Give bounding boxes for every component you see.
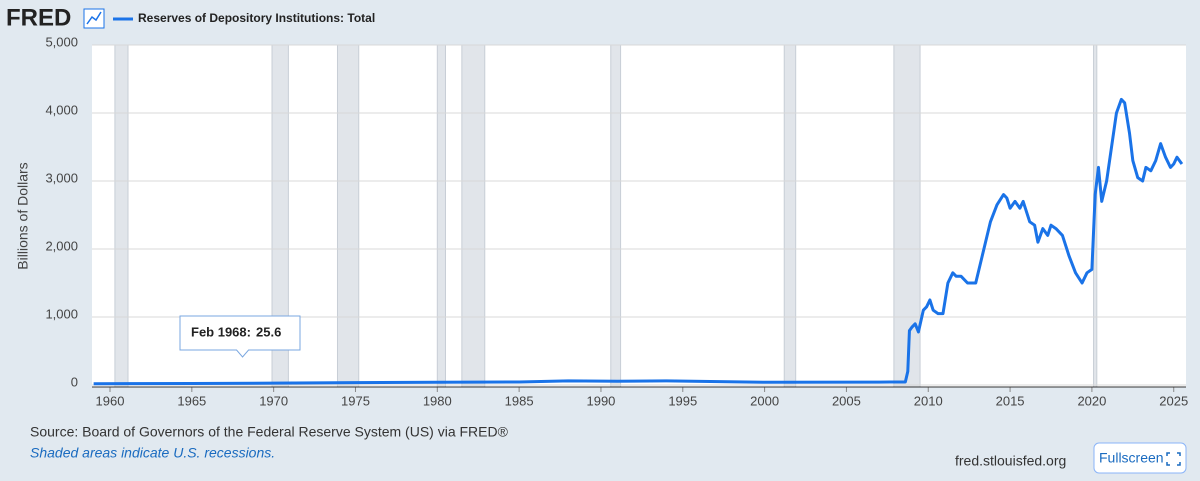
legend-label: Reserves of Depository Institutions: Tot… [138, 11, 375, 25]
x-tick-label: 1995 [668, 393, 697, 408]
x-tick-label: 1985 [505, 393, 534, 408]
logo: FRED [6, 4, 71, 31]
y-tick-label: 2,000 [45, 238, 78, 253]
x-tick-label: 2000 [750, 393, 779, 408]
x-tick-label: 1970 [259, 393, 288, 408]
recession-band [893, 44, 921, 388]
x-tick-label: 1980 [423, 393, 452, 408]
tooltip-box [179, 315, 301, 358]
source: Source: Board of Governors of the Federa… [30, 424, 509, 440]
y-tick-label: 5,000 [45, 34, 78, 49]
x-tick-label: 1965 [177, 393, 206, 408]
recession-band [436, 44, 446, 388]
logo-icon [83, 8, 105, 29]
fullscreen-label[interactable]: Fullscreen [1099, 450, 1164, 466]
recession-band [461, 44, 486, 388]
series-line [93, 97, 1184, 386]
x-tick-label: 1975 [341, 393, 370, 408]
x-tick-label: 2005 [832, 393, 861, 408]
x-tick-label: 2015 [996, 393, 1025, 408]
x-tick-label: 2025 [1159, 393, 1188, 408]
recession-band [336, 44, 360, 388]
y-tick-label: 4,000 [45, 102, 78, 117]
x-tick-label: 2020 [1077, 393, 1106, 408]
tooltip-value: 25.6 [256, 324, 281, 339]
recession-band [610, 44, 622, 388]
y-tick-label: 0 [71, 374, 78, 389]
x-tick-label: 1990 [586, 393, 615, 408]
fullscreen-button[interactable]: Fullscreen [1093, 442, 1187, 474]
y-tick-label: 3,000 [45, 170, 78, 185]
tooltip: Feb 1968: 25.6 [179, 315, 301, 358]
site: fred.stlouisfed.org [955, 453, 1066, 469]
y-axis-label: Billions of Dollars [15, 162, 31, 269]
tooltip-label: Feb 1968: [191, 324, 251, 339]
recession-band [783, 44, 797, 388]
x-tick-label: 1960 [96, 393, 125, 408]
note: Shaded areas indicate U.S. recessions. [30, 445, 275, 461]
y-tick-label: 1,000 [45, 306, 78, 321]
x-tick-label: 2010 [914, 393, 943, 408]
recession-band [114, 44, 129, 388]
